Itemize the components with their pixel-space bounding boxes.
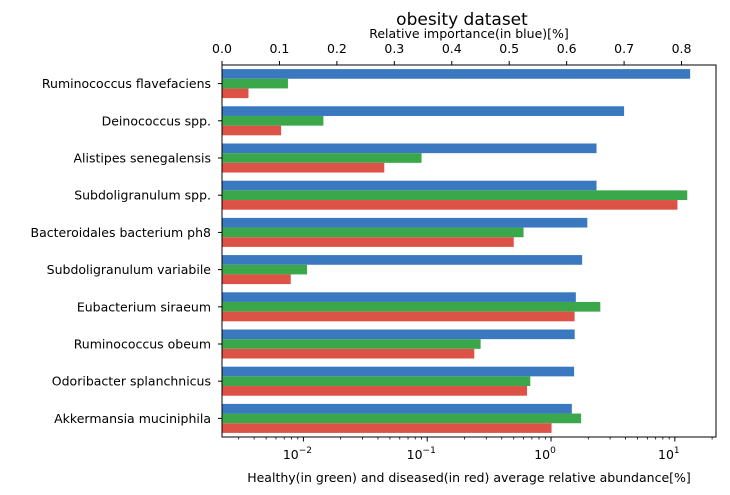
- bar: [222, 88, 249, 99]
- top-tick-label: 0.5: [499, 41, 519, 56]
- bar: [222, 311, 575, 322]
- category-label: Odoribacter splanchnicus: [52, 374, 211, 389]
- bottom-tick-label: 101: [658, 446, 680, 462]
- category-label: Alistipes senegalensis: [74, 151, 212, 166]
- category-label: Subdoligranulum variabile: [47, 262, 212, 277]
- category-label: Akkermansia muciniphila: [54, 411, 211, 426]
- bar: [222, 329, 575, 340]
- top-tick-label: 0.4: [442, 41, 462, 56]
- bar: [222, 274, 291, 285]
- plot-frame: [221, 64, 717, 438]
- bar: [222, 301, 601, 312]
- top-tick-label: 0.7: [614, 41, 634, 56]
- top-axis-title: Relative importance(in blue)[%]: [369, 26, 569, 41]
- bar: [222, 106, 625, 116]
- top-tick-label: 0.3: [384, 41, 404, 56]
- tick-base: 10: [407, 447, 423, 462]
- bar: [222, 376, 531, 387]
- category-label: Deinococcus spp.: [102, 113, 211, 128]
- tick-exponent: 1: [674, 446, 680, 456]
- top-tick-label: 0.1: [269, 41, 289, 56]
- bar: [222, 69, 691, 79]
- category-label: Ruminococcus obeum: [74, 337, 211, 352]
- tick-exponent: 0: [550, 446, 556, 456]
- bar: [222, 403, 572, 414]
- bar: [222, 200, 678, 210]
- bar: [222, 227, 524, 238]
- chart-title: obesity dataset: [396, 10, 528, 30]
- bar: [222, 348, 475, 359]
- bar: [222, 153, 422, 163]
- bar: [222, 143, 597, 154]
- bar: [222, 125, 282, 136]
- category-label: Subdoligranulum spp.: [74, 188, 211, 203]
- bar: [222, 423, 552, 433]
- tick-base: 10: [283, 447, 299, 462]
- top-tick-label: 0.6: [557, 41, 577, 56]
- top-tick-label: 0.0: [212, 41, 232, 56]
- bar: [222, 264, 308, 275]
- bar: [222, 339, 481, 349]
- bar: [222, 413, 582, 424]
- bar: [222, 78, 288, 89]
- tick-exponent: −2: [299, 446, 312, 456]
- bottom-axis-title: Healthy(in green) and diseased(in red) a…: [247, 470, 691, 485]
- bar: [222, 190, 688, 201]
- bottom-tick-label: 10−1: [407, 446, 436, 462]
- tick-base: 10: [534, 447, 550, 462]
- category-label: Eubacterium siraeum: [77, 299, 211, 314]
- tick-base: 10: [658, 447, 674, 462]
- bar: [222, 162, 385, 173]
- bottom-tick-label: 10−2: [283, 446, 312, 462]
- bar: [222, 237, 514, 247]
- bar: [222, 386, 528, 396]
- bar: [222, 292, 576, 302]
- category-label: Bacteroidales bacterium ph8: [31, 225, 212, 240]
- bar: [222, 115, 324, 126]
- bottom-tick-label: 100: [534, 446, 556, 462]
- plot-area: Ruminococcus flavefaciens Deinococcus spp…: [31, 41, 717, 462]
- bar: [222, 217, 588, 228]
- top-tick-label: 0.8: [672, 41, 692, 56]
- bar: [222, 255, 583, 265]
- bar: [222, 180, 597, 191]
- top-tick-label: 0.2: [327, 41, 347, 56]
- tick-exponent: −1: [423, 446, 436, 456]
- bar: [222, 366, 575, 377]
- category-label: Ruminococcus flavefaciens: [42, 76, 211, 91]
